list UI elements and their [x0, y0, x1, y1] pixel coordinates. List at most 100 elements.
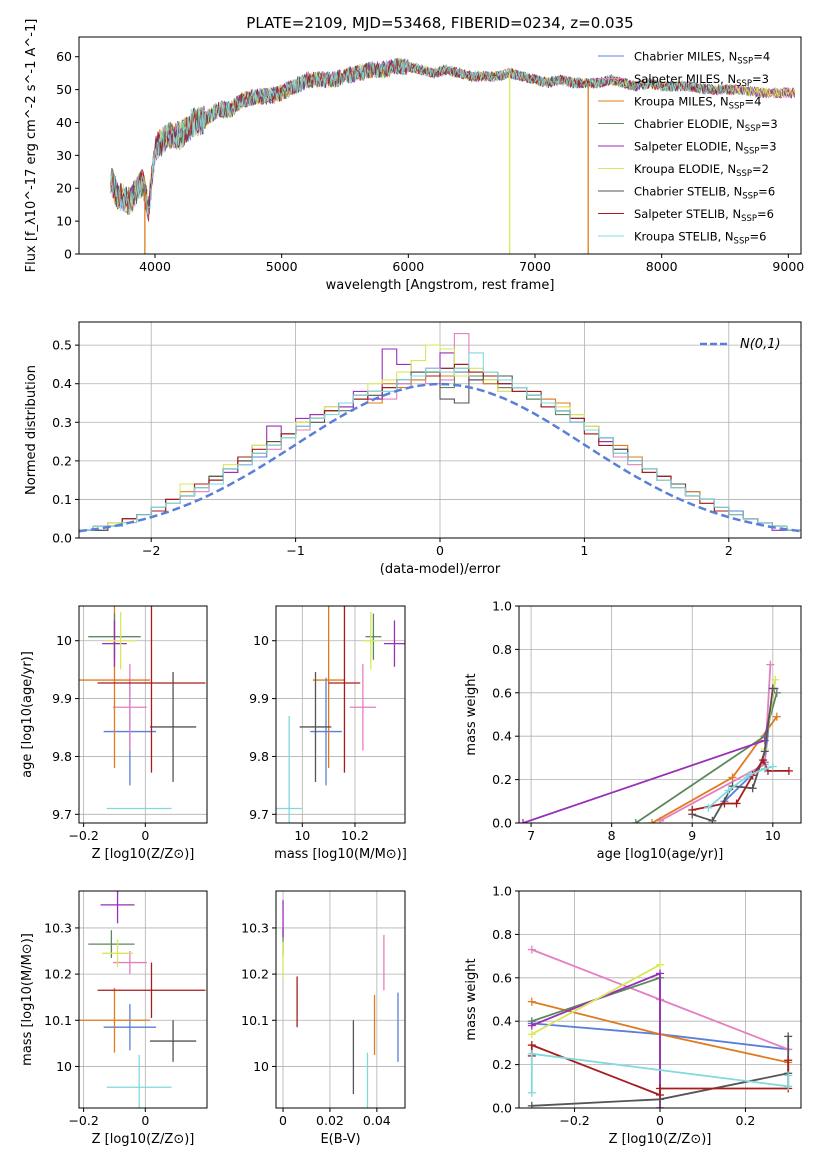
- x-tick-label: 0: [141, 1113, 149, 1128]
- x-tick-label: −0.2: [68, 1113, 98, 1128]
- legend-eq: =: [757, 207, 767, 221]
- weight-marker: [656, 960, 664, 969]
- y-tick-label: 0.5: [52, 338, 72, 353]
- x-tick-label: 8000: [646, 259, 678, 274]
- legend-name: Salpeter STELIB: [634, 207, 725, 221]
- legend-sub: SSP: [734, 237, 750, 247]
- ticks: 7 8 9 10 0.0 0.2 0.4 0.6 0.8 1.0: [492, 599, 781, 844]
- x-tick-label: 10: [294, 828, 310, 843]
- x-axis-label: Z [log10(Z/Z⊙)]: [92, 847, 195, 862]
- weight-line: [531, 1036, 790, 1107]
- ticks: −0.2 0 10 10.1 10.2 10.3: [44, 920, 149, 1128]
- y-tick-label: 10: [56, 214, 72, 229]
- weight-line: [530, 1052, 790, 1093]
- legend: N(0,1): [700, 337, 781, 352]
- legend-nssp: 3: [769, 140, 776, 154]
- x-tick-label: −0.2: [559, 1113, 589, 1128]
- errorbar-point: [97, 606, 206, 773]
- y-axis-label: Normed distribution: [24, 365, 39, 495]
- y-axis-label: mass weight: [464, 673, 479, 755]
- y-tick-label: 0.6: [492, 685, 512, 700]
- chart-weight_vs_age: 7 8 9 10 0.0 0.2 0.4 0.6 0.8 1.0 age [log10(age/yr…: [464, 599, 802, 862]
- chart-weight_vs_Z: −0.2 0 0.2 0.0 0.2 0.4 0.6 0.8 1.0 Z [log10(Z/Z⊙)…: [464, 884, 802, 1147]
- legend-nssp: 4: [763, 50, 770, 64]
- errorbar-point: [276, 715, 303, 823]
- chart-age_vs_mass: 10 10.2 9.7 9.8 9.9 10 mass [log10(M/M⊙)]: [249, 605, 407, 862]
- errorbar-point: [103, 1004, 157, 1051]
- legend-sub: SSP: [742, 192, 758, 202]
- legend-label: Chabrier STELIB, NSSP=6: [634, 185, 775, 202]
- y-tick-label: 1.0: [492, 884, 512, 899]
- weight-marker: [527, 997, 536, 1006]
- grid: [276, 606, 405, 823]
- x-tick-label: 2: [725, 543, 733, 558]
- legend-label: Salpeter ELODIE, NSSP=3: [634, 140, 777, 157]
- y-tick-label: 10.2: [241, 967, 269, 982]
- weight-marker: [656, 1084, 664, 1093]
- errorbar-point: [112, 951, 147, 975]
- ticks: −2 −1 0 1 2 0.0 0.1 0.2 0.3 0.4 0.5: [52, 338, 733, 558]
- axes-frame: [78, 605, 208, 824]
- y-tick-label: 0.3: [52, 415, 72, 430]
- y-tick-label: 10.3: [44, 920, 72, 935]
- x-tick-label: 6000: [392, 259, 424, 274]
- y-tick-label: 0.6: [492, 970, 512, 985]
- y-tick-label: 9.8: [249, 749, 269, 764]
- errorbar-point: [106, 1054, 172, 1108]
- weight-marker: [527, 1088, 536, 1097]
- axes-frame: [78, 36, 802, 255]
- weight-marker: [760, 747, 769, 756]
- y-tick-label: 10.2: [44, 967, 72, 982]
- ticks: −0.2 0 9.7 9.8 9.9 10: [52, 633, 149, 843]
- legend-label: Chabrier MILES, NSSP=4: [634, 50, 770, 67]
- legend-sep: , N: [726, 185, 742, 199]
- weight-marker: [784, 1032, 793, 1041]
- chart-mass_vs_Z: −0.2 0 10 10.1 10.2 10.3 Z [log10(Z/Z⊙)] mass […: [20, 890, 208, 1147]
- weight-marker: [766, 660, 775, 669]
- y-tick-label: 0.1: [52, 492, 72, 507]
- weight-marker: [728, 773, 737, 782]
- legend-sep: , N: [729, 117, 745, 131]
- legend-sub: SSP: [744, 147, 760, 157]
- y-tick-label: 9.7: [249, 807, 269, 822]
- weight-marker: [708, 816, 717, 823]
- legend-eq: =: [749, 230, 759, 244]
- x-tick-label: 5000: [266, 259, 298, 274]
- ticks: 4000 5000 6000 7000 8000 9000 0 10 20 30 40 50 60: [56, 49, 804, 274]
- legend-nssp: 6: [767, 207, 774, 221]
- errorbar-point: [79, 987, 150, 1053]
- errorbar-point: [102, 939, 133, 968]
- y-tick-label: 0.0: [52, 531, 72, 546]
- ticks: 0 0.02 0.04 10 10.1 10.2 10.3: [241, 920, 391, 1128]
- y-tick-label: 9.8: [52, 749, 72, 764]
- legend-label: Kroupa STELIB, NSSP=6: [634, 230, 766, 247]
- weight-marker: [772, 712, 781, 721]
- x-tick-label: 0: [279, 1113, 287, 1128]
- legend-eq: =: [760, 140, 770, 154]
- weight-marker: [784, 766, 793, 775]
- weight-marker: [519, 819, 528, 823]
- ticks: −0.2 0 0.2 0.0 0.2 0.4 0.6 0.8 1.0: [492, 884, 755, 1129]
- x-axis-label: (data-model)/error: [380, 562, 501, 577]
- weight-marker: [688, 805, 697, 814]
- legend-name: Chabrier STELIB: [634, 185, 726, 199]
- legend-sub: SSP: [729, 102, 745, 112]
- y-tick-label: 9.9: [249, 691, 269, 706]
- weight-marker: [759, 756, 768, 765]
- legend-sep: , N: [718, 230, 734, 244]
- legend-name: Kroupa ELODIE: [634, 162, 720, 176]
- weight-marker: [784, 1082, 793, 1091]
- grid: [79, 606, 207, 823]
- x-axis-label: Z [log10(Z/Z⊙)]: [609, 1132, 712, 1147]
- weight-line: [531, 964, 661, 1035]
- weight-marker: [784, 1056, 793, 1065]
- x-tick-label: 10.2: [341, 828, 369, 843]
- legend-eq: =: [761, 117, 771, 131]
- y-axis-label: mass [log10(M/M⊙)]: [20, 933, 35, 1066]
- x-tick-label: 0: [141, 828, 149, 843]
- x-tick-label: −0.2: [68, 828, 98, 843]
- weight-line: [691, 688, 774, 822]
- weight-marker: [527, 1049, 536, 1058]
- legend-eq: =: [744, 95, 754, 109]
- x-tick-label: 0.04: [363, 1113, 391, 1128]
